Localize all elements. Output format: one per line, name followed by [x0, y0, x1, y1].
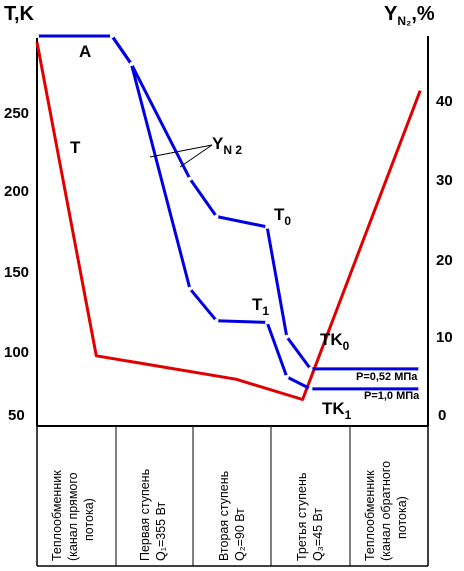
label-T0: T0: [274, 205, 291, 228]
label-TK0: TK0: [320, 330, 350, 353]
stage-label-stage-3: Третья ступень Q₃=45 Вт: [295, 469, 325, 561]
series-line-1: [37, 34, 421, 371]
series-1-point-8: [418, 366, 423, 371]
stage-label-stage-1: Первая ступень Q₁=355 Вт: [138, 465, 168, 561]
stage-label-stage-2-line1: Вторая ступень: [217, 471, 231, 561]
label-TK1: TK1: [322, 399, 352, 422]
series-1-point-6: [284, 334, 289, 339]
left-axis-title: T,K: [4, 3, 35, 25]
left-tick-50: 50: [8, 407, 25, 424]
label-T0-sub: 0: [284, 214, 291, 228]
series-1-point-7: [308, 366, 313, 371]
stage-label-stage-2-line2: Q₂=90 Вт: [233, 508, 247, 561]
stage-label-stage-1-line2: Q₁=355 Вт: [154, 502, 168, 561]
stage-label-hx-return: Теплообменник (канал обратного потока): [363, 457, 409, 561]
label-A: A: [79, 42, 91, 61]
label-TK0-main: TK: [320, 330, 343, 349]
series-2-point-0: [110, 34, 114, 38]
label-T-temperature: T: [70, 138, 81, 157]
series-line-0: [35, 41, 422, 401]
stage-labels: Теплообменник (канал прямого потока) Пер…: [50, 457, 409, 561]
series-1-point-0: [35, 34, 39, 38]
series-layer: [35, 34, 423, 401]
label-YN2-sub: N 2: [223, 143, 242, 157]
label-YN2-main: Y: [212, 134, 224, 153]
pressure-label-high: P=1,0 МПа: [364, 390, 420, 402]
pressure-label-low: P=0,52 МПа: [356, 371, 418, 383]
right-tick-10: 10: [436, 329, 453, 346]
series-2-point-2: [187, 286, 192, 291]
right-tick-0: 0: [438, 407, 446, 424]
stage-separators: [115, 426, 351, 566]
stage-label-stage-3-line2: Q₃=45 Вт: [311, 508, 325, 561]
left-tick-150: 150: [4, 264, 29, 281]
series-2-point-7: [418, 386, 423, 391]
label-TK1-sub: 1: [345, 408, 352, 422]
label-TK1-main: TK: [322, 399, 345, 418]
right-axis-title-main: Y: [384, 3, 398, 25]
right-axis-title: YN₂,%: [384, 3, 435, 28]
right-tick-30: 30: [436, 172, 453, 189]
label-TK0-sub: 0: [343, 339, 350, 353]
leader-YN2-upper: [179, 144, 213, 168]
stage-label-hx-forward-line3: потока): [82, 498, 96, 541]
left-tick-200: 200: [4, 183, 29, 200]
stage-label-hx-return-line2: (канал обратного: [379, 461, 393, 561]
right-axis-title-unit: ,%: [411, 3, 435, 25]
plot-frame: [36, 36, 429, 567]
label-T1-main: T: [252, 295, 263, 314]
left-tick-250: 250: [4, 105, 29, 122]
series-1-point-4: [214, 214, 219, 219]
label-YN2: YN 2: [212, 134, 242, 157]
series-line-2: [110, 35, 421, 391]
left-tick-100: 100: [4, 344, 29, 361]
label-T0-main: T: [274, 205, 285, 224]
stage-label-hx-return-line3: потока): [395, 496, 409, 539]
left-ticks: 50 100 150 200 250: [4, 105, 29, 424]
right-axis-title-sub: N₂: [397, 14, 411, 28]
leader-YN2-lower: [149, 144, 213, 158]
right-ticks: 0 10 20 30 40: [436, 93, 453, 424]
series-1-point-3: [187, 176, 192, 181]
series-2-point-6: [308, 386, 313, 391]
series-2-point-3: [214, 318, 219, 323]
stage-label-stage-3-line1: Третья ступень: [295, 473, 309, 561]
stage-label-hx-return-line1: Теплообменник: [363, 470, 377, 561]
label-T1: T1: [252, 295, 269, 318]
series-2-point-4: [265, 320, 270, 325]
series-2-point-5: [284, 374, 289, 379]
right-tick-40: 40: [436, 93, 453, 110]
series-1-point-5: [265, 224, 270, 229]
stage-label-hx-forward: Теплообменник (канал прямого потока): [50, 467, 96, 561]
right-tick-20: 20: [436, 252, 453, 269]
stage-label-hx-forward-line2: (канал прямого: [66, 472, 80, 561]
stage-label-stage-2: Вторая ступень Q₂=90 Вт: [217, 467, 247, 561]
series-2-point-1: [129, 62, 134, 67]
label-T1-sub: 1: [262, 304, 269, 318]
stage-label-stage-1-line1: Первая ступень: [138, 469, 152, 561]
stage-label-hx-forward-line1: Теплообменник: [50, 470, 64, 561]
